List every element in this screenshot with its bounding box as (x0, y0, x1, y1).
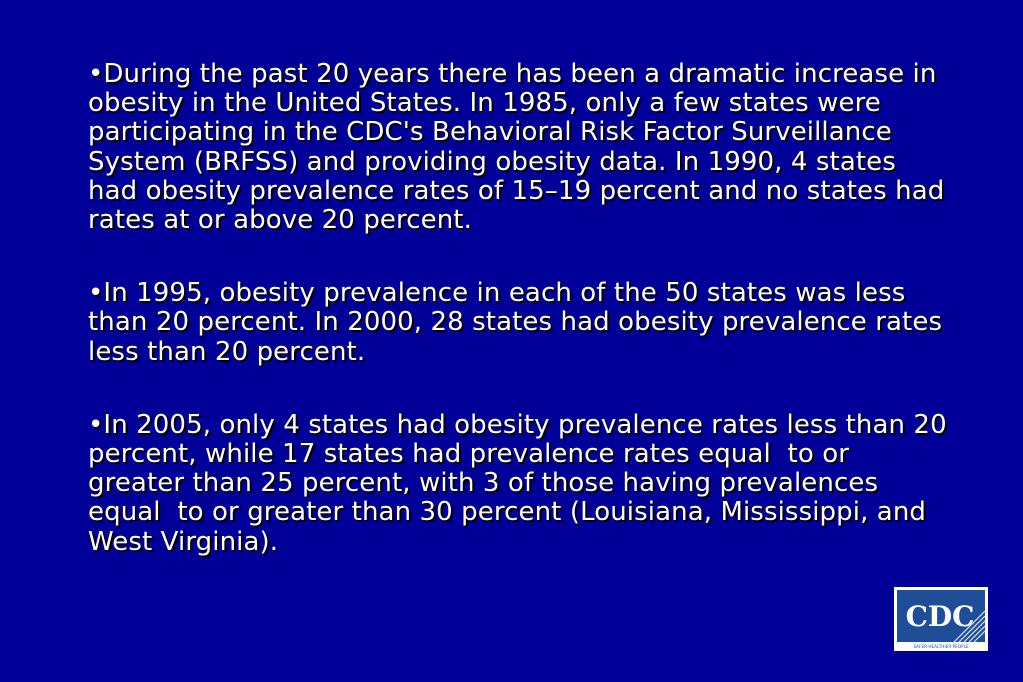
cdc-logo-text: CDC (906, 600, 975, 633)
bullet-list: •During the past 20 years there has been… (88, 59, 956, 557)
cdc-logo-tagline: SAFER·HEALTHIER·PEOPLE (913, 644, 968, 649)
cdc-logo-panel (897, 590, 985, 642)
bullet-obesity-trend-1985-1990: •During the past 20 years there has been… (88, 59, 953, 236)
bullet-obesity-2005: •In 2005, only 4 states had obesity prev… (88, 409, 956, 557)
cdc-logo: CDC SAFER·HEALTHIER·PEOPLE (894, 587, 988, 651)
bullet-obesity-1995-2000: •In 1995, obesity prevalence in each of … (88, 278, 951, 367)
cdc-logo-stripes (953, 610, 986, 643)
